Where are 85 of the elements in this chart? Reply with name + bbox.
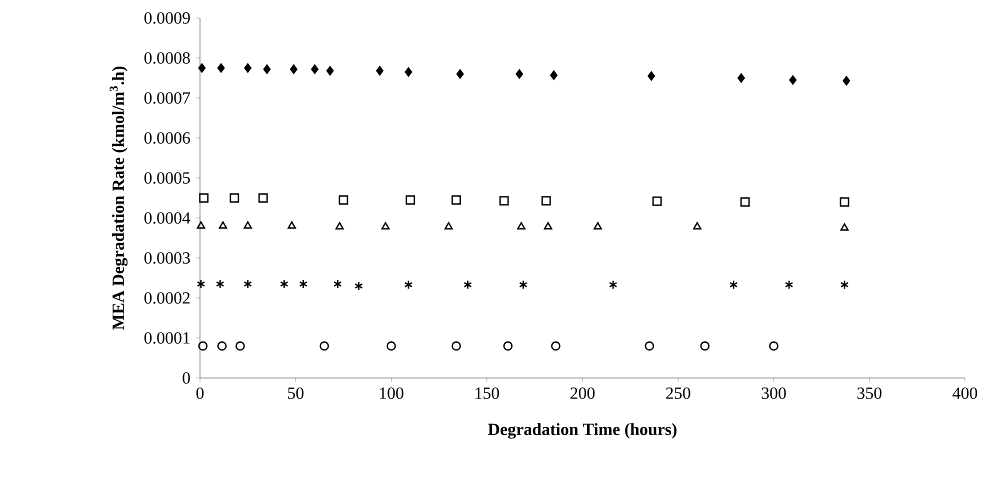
y-tick-label: 0.0005 — [144, 172, 190, 184]
point — [544, 222, 552, 230]
point — [198, 63, 206, 73]
point — [784, 280, 794, 290]
point — [517, 222, 526, 230]
point — [551, 341, 560, 351]
point — [789, 75, 797, 85]
x-tick-label: 250 — [666, 387, 690, 399]
point — [648, 71, 656, 81]
y-tick-label: 0.0003 — [144, 252, 190, 264]
point — [729, 280, 738, 290]
x-tick-label: 200 — [570, 387, 595, 399]
point — [608, 280, 618, 290]
point — [452, 195, 461, 205]
x-tick-label: 100 — [380, 387, 404, 399]
point — [386, 341, 396, 351]
point — [840, 280, 849, 290]
point — [216, 279, 224, 289]
point — [404, 67, 412, 77]
point — [218, 221, 228, 229]
point — [334, 279, 342, 289]
point — [280, 279, 288, 289]
point — [244, 279, 252, 289]
point — [541, 196, 551, 206]
y-tick-label: 0.0008 — [144, 52, 190, 64]
point — [516, 69, 524, 79]
point — [693, 222, 702, 230]
point — [196, 221, 206, 229]
point — [217, 341, 227, 351]
point — [840, 197, 850, 207]
point — [335, 222, 344, 230]
x-tick-label: 0 — [196, 387, 204, 399]
x-tick-label: 300 — [762, 387, 786, 399]
point — [452, 341, 461, 351]
point — [652, 196, 662, 206]
point — [740, 197, 750, 207]
y-tick-label: 0.0006 — [144, 132, 190, 144]
point — [464, 280, 472, 290]
point — [354, 281, 363, 291]
point — [244, 63, 252, 73]
point — [444, 222, 453, 230]
x-tick-label: 150 — [476, 387, 499, 399]
point — [290, 64, 298, 74]
point — [644, 341, 654, 351]
point — [217, 63, 225, 73]
point — [198, 341, 208, 351]
point — [311, 64, 318, 74]
point — [235, 341, 245, 351]
point — [244, 221, 252, 229]
point — [550, 70, 558, 80]
point — [842, 76, 850, 86]
point — [503, 341, 513, 351]
point — [404, 280, 413, 290]
y-axis-title: MEA Degradation Rate (kmol/m$^{3}$.h) — [110, 66, 128, 330]
point — [230, 193, 240, 203]
point — [738, 73, 745, 83]
point — [258, 193, 268, 203]
point — [840, 223, 849, 231]
point — [196, 279, 206, 289]
point — [376, 66, 384, 76]
y-tick-label: 0.0002 — [144, 292, 190, 304]
point — [199, 193, 209, 203]
point — [320, 341, 330, 351]
point — [499, 196, 509, 206]
point — [594, 222, 602, 230]
point — [299, 279, 308, 289]
y-tick-label: 0.0004 — [144, 212, 190, 224]
point — [519, 280, 528, 290]
point — [263, 64, 271, 74]
y-tick-label: 0 — [182, 372, 190, 384]
point — [326, 66, 334, 76]
x-tick-label: 50 — [288, 387, 304, 399]
point — [456, 69, 464, 79]
point — [700, 341, 710, 351]
x-tick-label: 400 — [952, 387, 978, 399]
x-tick-label: 350 — [857, 387, 882, 399]
point — [288, 221, 296, 229]
x-axis-title: Degradation Time (hours) — [488, 423, 676, 439]
y-tick-label: 0.0001 — [144, 332, 190, 344]
point — [406, 195, 416, 205]
point — [381, 222, 390, 230]
point — [769, 341, 778, 351]
y-tick-label: 0.0007 — [144, 92, 190, 104]
point — [338, 195, 348, 205]
y-tick-label: 0.0009 — [144, 12, 190, 24]
